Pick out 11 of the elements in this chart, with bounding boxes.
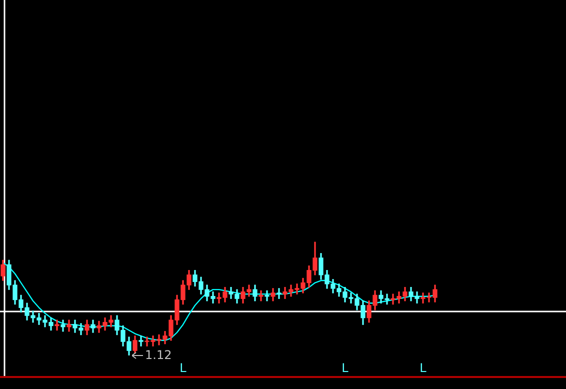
candlestick	[66, 320, 72, 332]
annotation: 1.12	[145, 348, 172, 362]
text: L	[420, 361, 427, 376]
candlestick	[276, 288, 282, 299]
candlestick	[264, 290, 270, 302]
text: L	[180, 361, 187, 376]
text: L	[342, 361, 349, 376]
candlestick	[258, 290, 264, 302]
candlestick	[54, 320, 60, 331]
candlestick	[138, 336, 144, 346]
candlestick	[60, 320, 66, 332]
